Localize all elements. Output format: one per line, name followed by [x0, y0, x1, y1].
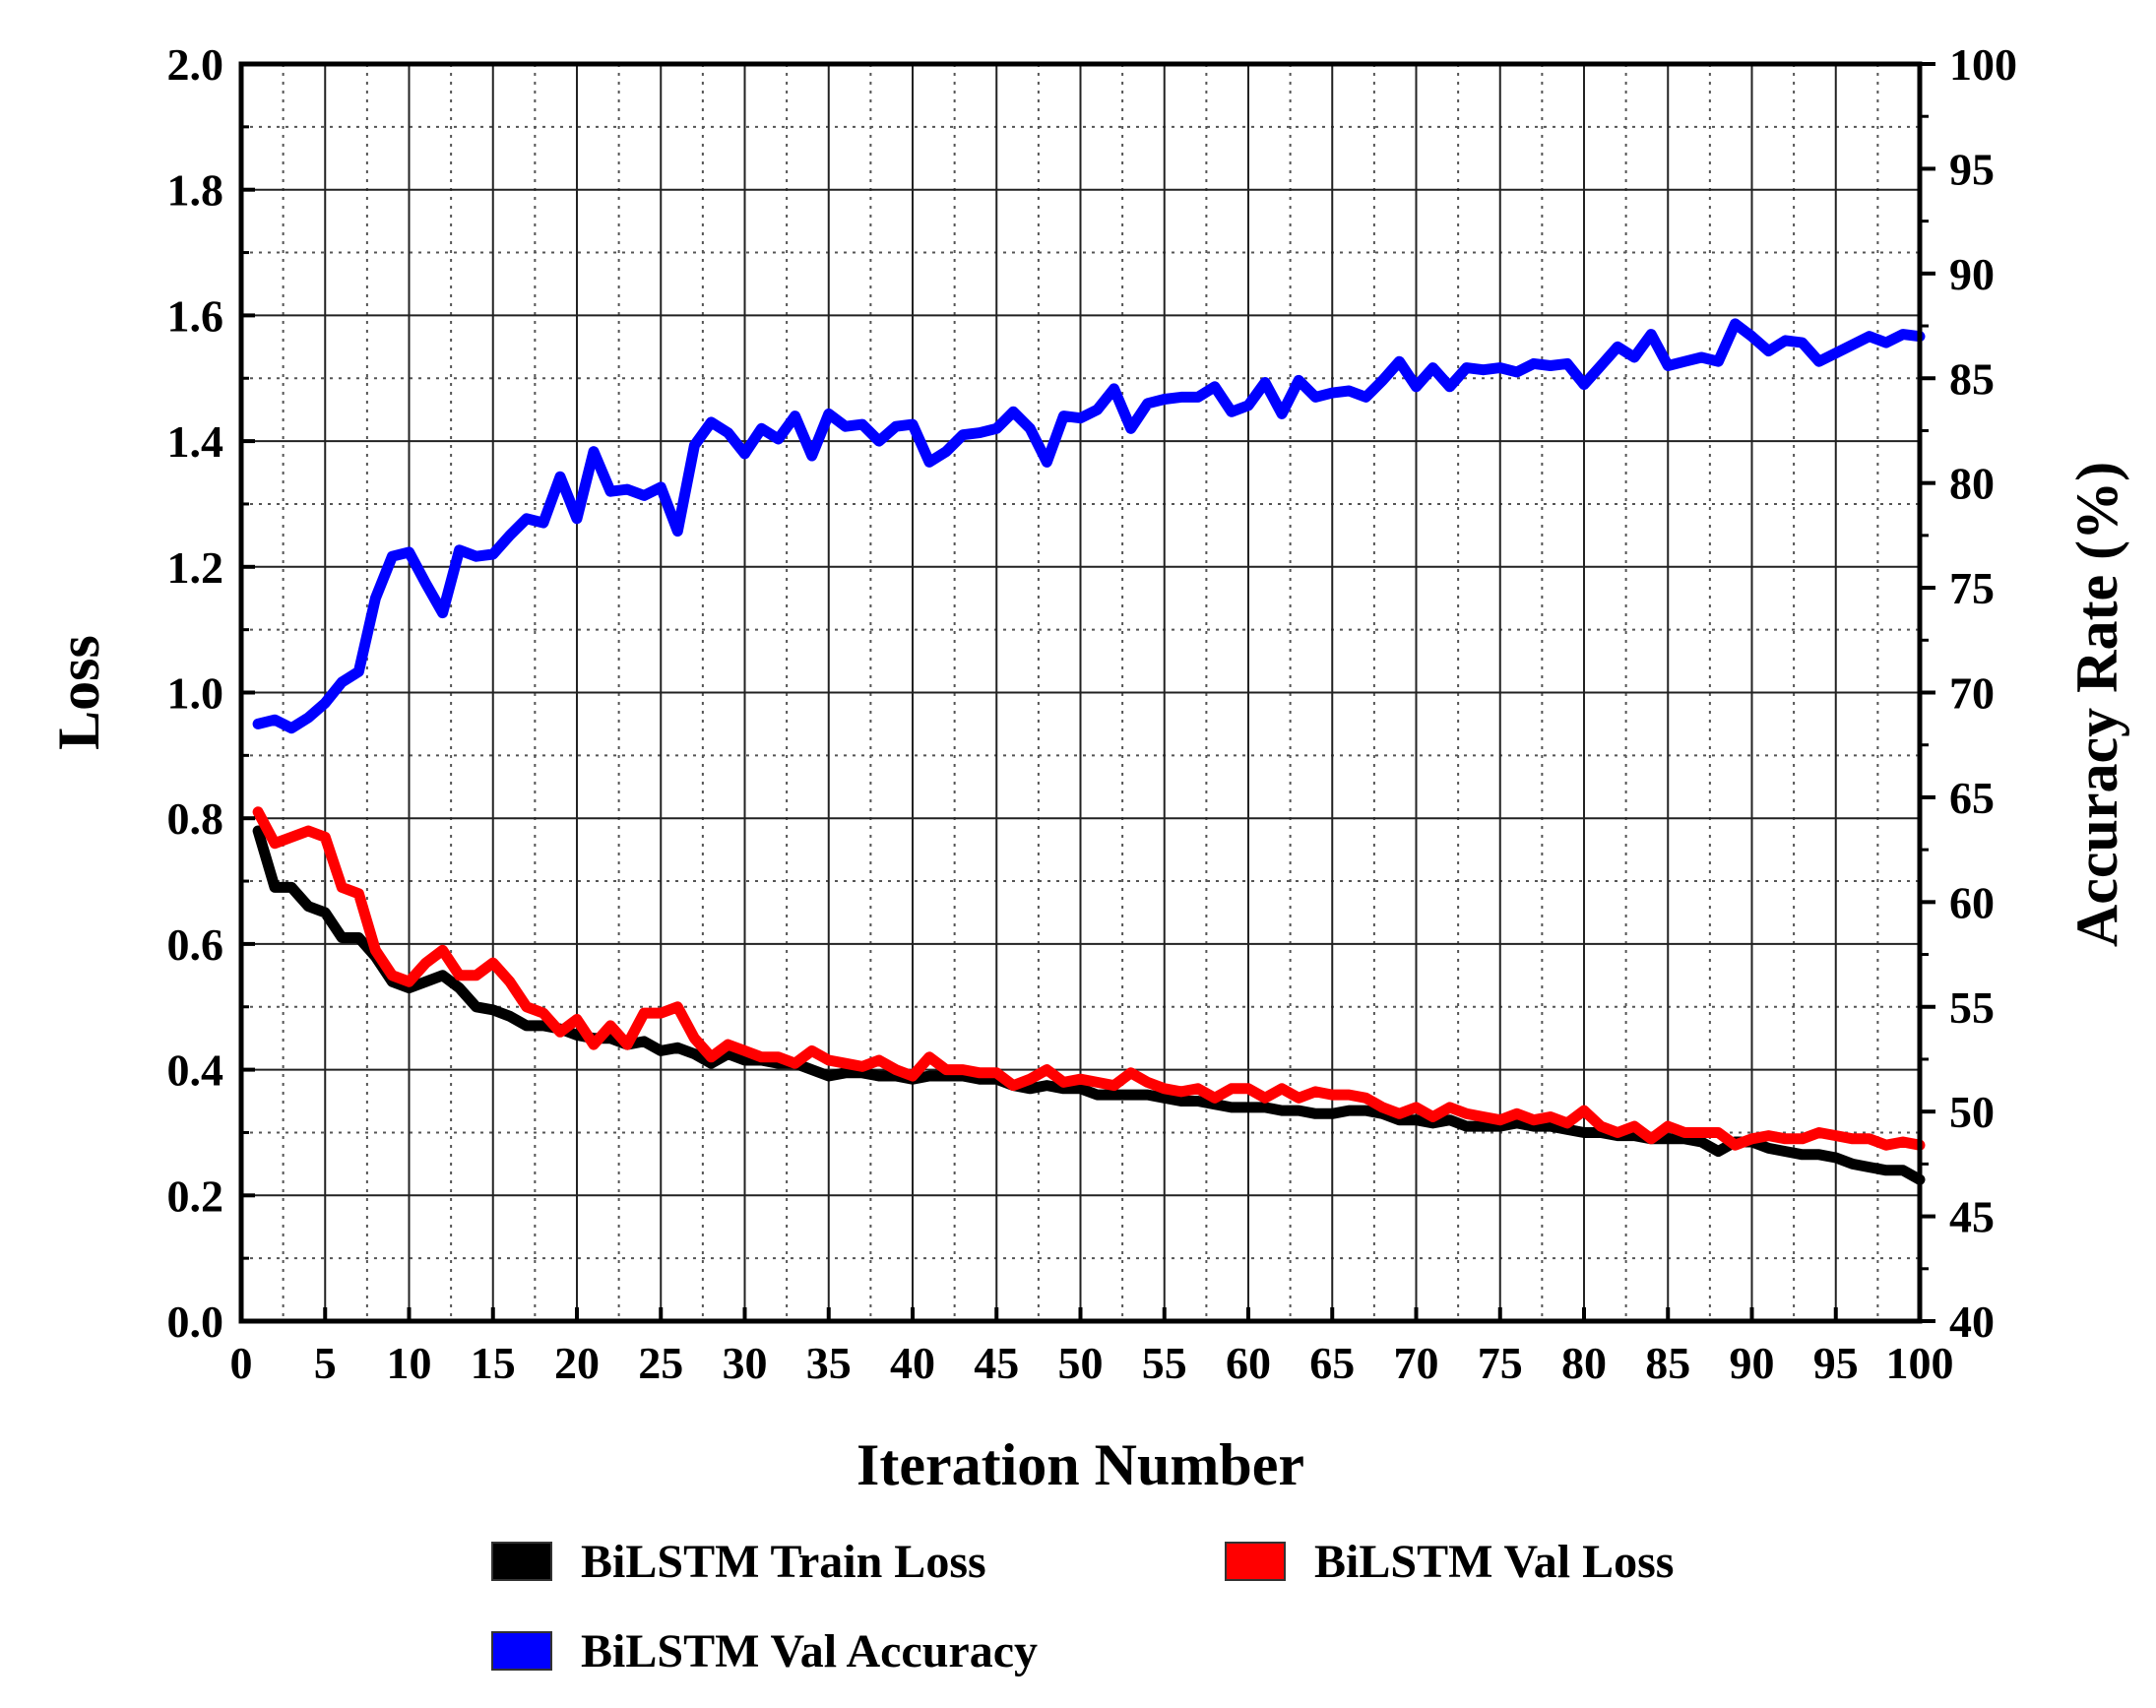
y2-tick-label: 60: [1949, 877, 1995, 927]
x-tick-label: 20: [554, 1338, 600, 1388]
legend-swatch-val-accuracy: [491, 1631, 552, 1671]
y-tick-label: 0.2: [167, 1170, 224, 1221]
y-tick-label: 1.4: [167, 416, 224, 467]
y-tick-label: 1.8: [167, 165, 224, 216]
y2-tick-label: 50: [1949, 1087, 1995, 1137]
y2-axis-title: Accuracy Rate (%): [2064, 462, 2129, 947]
x-tick-label: 35: [806, 1338, 852, 1388]
y2-tick-label: 55: [1949, 982, 1995, 1033]
y2-tick-label: 95: [1949, 144, 1995, 194]
legend: BiLSTM Train Loss BiLSTM Val Loss BiLSTM…: [491, 1536, 1674, 1677]
y2-tick-label: 80: [1949, 459, 1995, 509]
x-tick-label: 50: [1058, 1338, 1104, 1388]
x-tick-label: 55: [1142, 1338, 1187, 1388]
series-layer: [252, 318, 1926, 1185]
x-tick-label: 5: [314, 1338, 337, 1388]
x-tick-label: 25: [638, 1338, 683, 1388]
y2-tick-label: 40: [1949, 1297, 1995, 1347]
y-tick-label: 0.6: [167, 919, 224, 970]
legend-label-val-accuracy: BiLSTM Val Accuracy: [581, 1625, 1038, 1677]
series-line-bilstm-val-loss: [252, 806, 1926, 1151]
x-tick-label: 40: [890, 1338, 935, 1388]
y2-tick-label: 85: [1949, 353, 1995, 404]
legend-label-val-loss: BiLSTM Val Loss: [1314, 1536, 1674, 1588]
x-tick-label: 45: [974, 1338, 1019, 1388]
x-tick-label: 70: [1394, 1338, 1439, 1388]
x-axis-title: Iteration Number: [856, 1432, 1304, 1497]
y-axis-title: Loss: [46, 635, 111, 750]
x-tick-label: 85: [1645, 1338, 1690, 1388]
y-tick-label: 1.6: [167, 290, 224, 341]
y-tick-label: 1.0: [167, 668, 224, 719]
y2-tick-label: 65: [1949, 773, 1995, 823]
y-tick-label: 0.0: [167, 1297, 224, 1347]
ticks-layer: 0 5 10 15 20 25 30 35 40 45 50 55 60 65 70 75 80 85 90 95 10…: [167, 39, 2018, 1388]
y-tick-label: 0.8: [167, 793, 224, 844]
x-tick-label: 95: [1813, 1338, 1859, 1388]
y2-tick-label: 75: [1949, 563, 1995, 613]
x-tick-label: 60: [1226, 1338, 1271, 1388]
legend-swatch-train-loss: [491, 1542, 552, 1581]
legend-swatch-val-loss: [1225, 1542, 1286, 1581]
y2-tick-label: 70: [1949, 668, 1995, 719]
x-tick-label: 80: [1561, 1338, 1607, 1388]
x-tick-label: 90: [1730, 1338, 1775, 1388]
y2-tick-label: 90: [1949, 249, 1995, 299]
y-tick-label: 2.0: [167, 39, 224, 90]
x-tick-label: 0: [230, 1338, 253, 1388]
x-tick-label: 75: [1478, 1338, 1523, 1388]
x-tick-label: 10: [387, 1338, 432, 1388]
y2-tick-label: 45: [1949, 1192, 1995, 1242]
x-tick-label: 30: [723, 1338, 768, 1388]
y-tick-label: 0.4: [167, 1045, 224, 1096]
x-tick-label: 100: [1886, 1338, 1954, 1388]
x-tick-label: 15: [471, 1338, 516, 1388]
series-line-bilstm-val-accuracy: [252, 318, 1926, 734]
x-tick-label: 65: [1309, 1338, 1355, 1388]
y-tick-label: 1.2: [167, 542, 224, 593]
y2-tick-label: 100: [1949, 39, 2017, 90]
legend-label-train-loss: BiLSTM Train Loss: [581, 1536, 986, 1588]
